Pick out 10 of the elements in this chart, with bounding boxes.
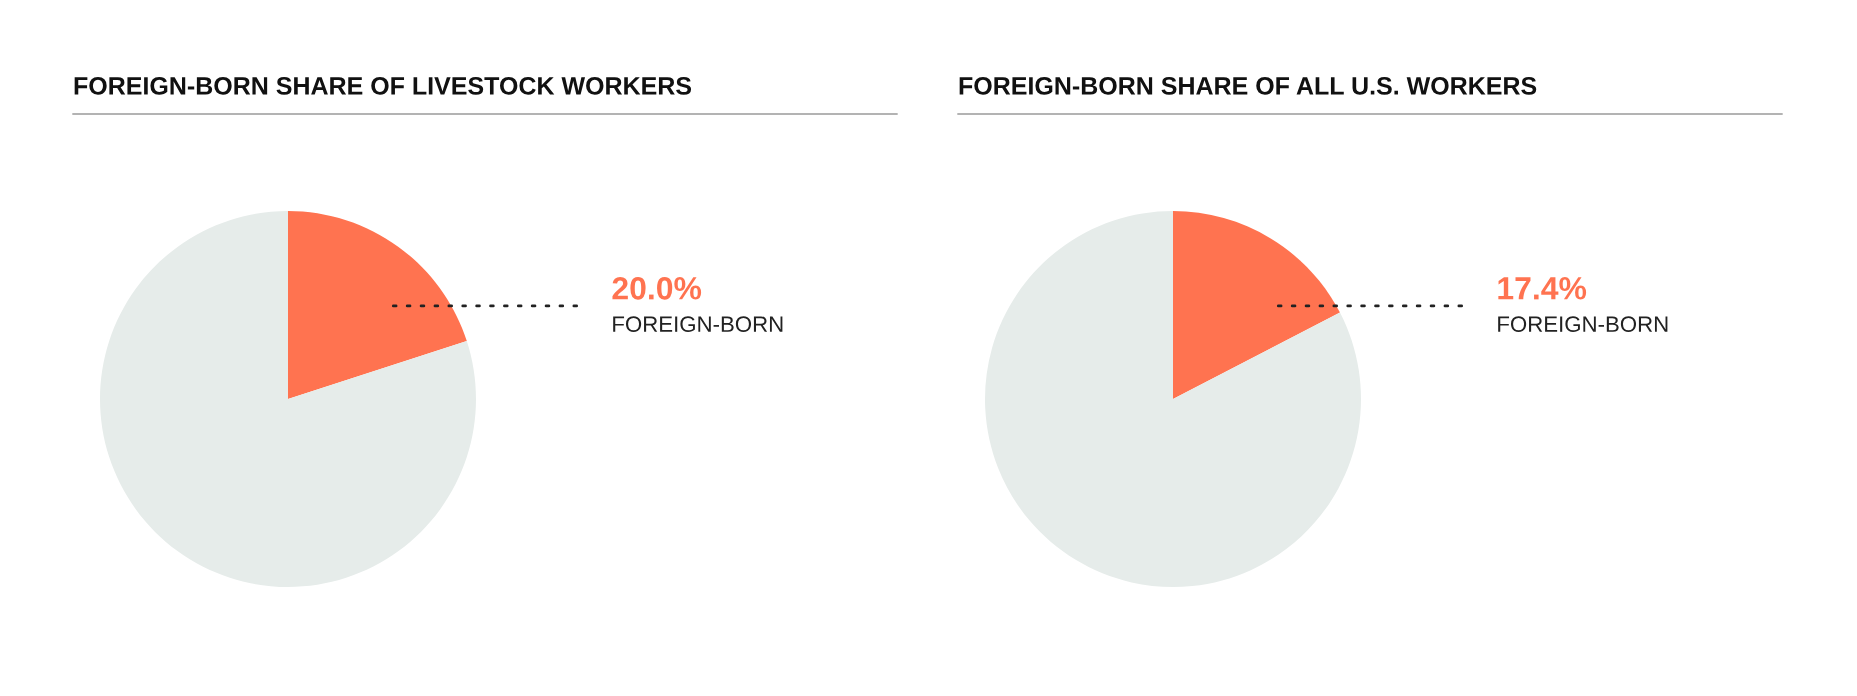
pie-slice [1173, 211, 1340, 399]
pie-slice [985, 211, 1361, 587]
data-label: 20.0% [612, 277, 702, 300]
data-label: 17.4% [1498, 277, 1587, 300]
slice-label: FOREIGN-BORN [1498, 316, 1668, 333]
chart-title: FOREIGN-BORN SHARE OF LIVESTOCK WORKERS [74, 77, 692, 95]
chart-title: FOREIGN-BORN SHARE OF ALL U.S. WORKERS [959, 77, 1537, 95]
slice-label: FOREIGN-BORN [613, 316, 783, 333]
pie-slice [288, 211, 467, 399]
pie-slice [100, 211, 476, 587]
